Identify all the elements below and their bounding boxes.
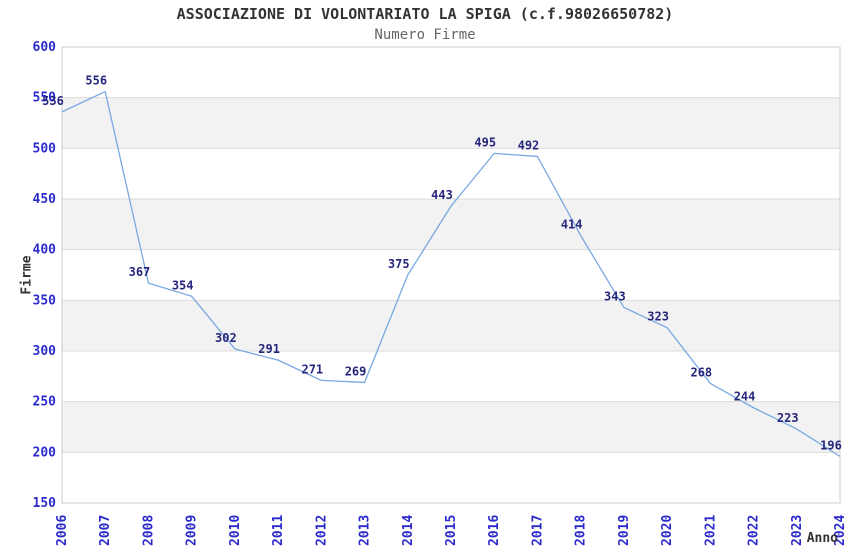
x-tick-label: 2009 <box>185 515 200 546</box>
data-label: 268 <box>690 365 712 379</box>
plot-band <box>62 401 840 453</box>
x-tick-label: 2015 <box>444 515 459 546</box>
y-tick-label: 350 <box>33 293 57 308</box>
data-label: 302 <box>215 331 237 345</box>
data-label: 244 <box>734 390 756 404</box>
plot-band <box>62 97 840 149</box>
x-tick-label: 2013 <box>358 515 373 546</box>
y-tick-label: 600 <box>33 40 57 55</box>
data-label: 271 <box>301 362 323 376</box>
data-label: 495 <box>474 135 496 149</box>
data-label: 375 <box>388 257 410 271</box>
plot-band <box>62 300 840 351</box>
x-tick-label: 2012 <box>314 515 329 546</box>
x-tick-label: 2024 <box>833 515 848 546</box>
data-label: 354 <box>172 278 194 292</box>
plot-border <box>61 46 841 504</box>
x-tick-label: 2010 <box>228 515 243 546</box>
y-tick-label: 250 <box>33 395 57 410</box>
y-tick-label: 400 <box>33 243 57 258</box>
x-tick-label: 2022 <box>747 515 762 546</box>
x-tick-label: 2023 <box>790 515 805 546</box>
data-label: 196 <box>820 438 842 452</box>
x-tick-label: 2008 <box>141 515 156 546</box>
x-tick-label: 2007 <box>98 515 113 546</box>
data-line <box>61 90 841 457</box>
chart-subtitle: Numero Firme <box>374 27 476 43</box>
x-tick-label: 2017 <box>530 515 545 546</box>
data-label: 323 <box>647 310 669 324</box>
plot-band <box>62 199 840 250</box>
data-label: 343 <box>604 289 626 303</box>
data-label: 223 <box>777 411 799 425</box>
data-label: 556 <box>85 74 107 88</box>
y-tick-label: 500 <box>33 141 57 156</box>
y-tick-label: 300 <box>33 344 57 359</box>
x-tick-label: 2011 <box>271 515 286 546</box>
y-tick-label: 200 <box>33 445 57 460</box>
data-label: 492 <box>518 138 540 152</box>
y-tick-label: 550 <box>33 91 57 106</box>
x-tick-label: 2019 <box>617 515 632 546</box>
y-tick-label: 450 <box>33 192 57 207</box>
data-label: 443 <box>431 188 453 202</box>
x-tick-label: 2021 <box>703 515 718 546</box>
data-label: 367 <box>129 265 151 279</box>
x-tick-label: 2016 <box>487 515 502 546</box>
x-axis-label: Anno <box>806 531 838 546</box>
data-label: 291 <box>258 342 280 356</box>
x-tick-label: 2006 <box>55 515 70 546</box>
x-tick-label: 2014 <box>401 515 416 546</box>
data-label: 414 <box>561 217 583 231</box>
data-label: 536 <box>42 94 64 108</box>
chart-title: ASSOCIAZIONE DI VOLONTARIATO LA SPIGA (c… <box>176 5 674 23</box>
data-label: 269 <box>345 364 367 378</box>
y-tick-label: 150 <box>33 496 57 511</box>
x-tick-label: 2018 <box>574 515 589 546</box>
y-axis-label: Firme <box>19 255 35 295</box>
x-tick-label: 2020 <box>660 515 675 546</box>
